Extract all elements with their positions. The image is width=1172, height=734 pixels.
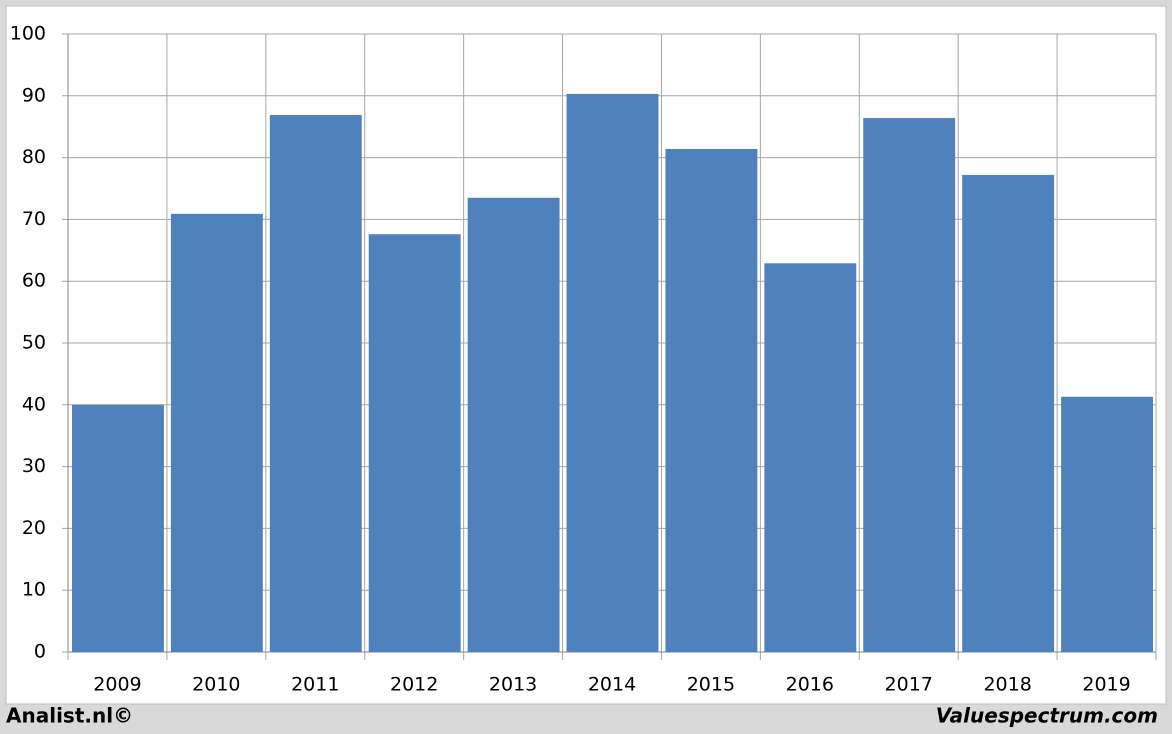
- bar: [269, 114, 362, 652]
- y-tick-label: 40: [22, 393, 46, 415]
- x-tick-label: 2016: [786, 674, 834, 696]
- bar: [72, 404, 164, 652]
- x-tick-label: 2011: [291, 674, 339, 696]
- y-tick-label: 90: [22, 84, 46, 106]
- y-tick-label: 10: [22, 579, 46, 601]
- footer-right: Valuespectrum.com: [936, 704, 1158, 728]
- y-tick-label: 30: [22, 455, 46, 477]
- y-tick-label: 20: [22, 517, 46, 539]
- x-tick-label: 2009: [93, 674, 141, 696]
- y-tick-label: 60: [22, 270, 46, 292]
- x-tick-label: 2015: [687, 674, 735, 696]
- bar: [1061, 396, 1153, 652]
- bar: [962, 174, 1055, 653]
- bar: [467, 197, 560, 652]
- bar: [863, 118, 956, 653]
- x-tick-label: 2017: [885, 674, 933, 696]
- y-tick-label: 80: [22, 146, 46, 168]
- bar: [170, 213, 263, 652]
- x-tick-label: 2018: [983, 674, 1031, 696]
- bar: [665, 148, 758, 652]
- y-tick-label: 50: [22, 332, 46, 354]
- footer-left: Analist.nl©: [6, 704, 133, 728]
- x-tick-label: 2013: [489, 674, 537, 696]
- x-tick-label: 2012: [390, 674, 438, 696]
- bar: [764, 263, 857, 652]
- y-tick-label: 0: [34, 641, 46, 663]
- x-tick-label: 2010: [192, 674, 240, 696]
- y-tick-label: 70: [22, 208, 46, 230]
- bar: [368, 234, 461, 652]
- y-tick-label: 100: [10, 23, 46, 45]
- x-tick-label: 2014: [588, 674, 636, 696]
- x-tick-label: 2019: [1082, 674, 1130, 696]
- bar: [566, 93, 659, 653]
